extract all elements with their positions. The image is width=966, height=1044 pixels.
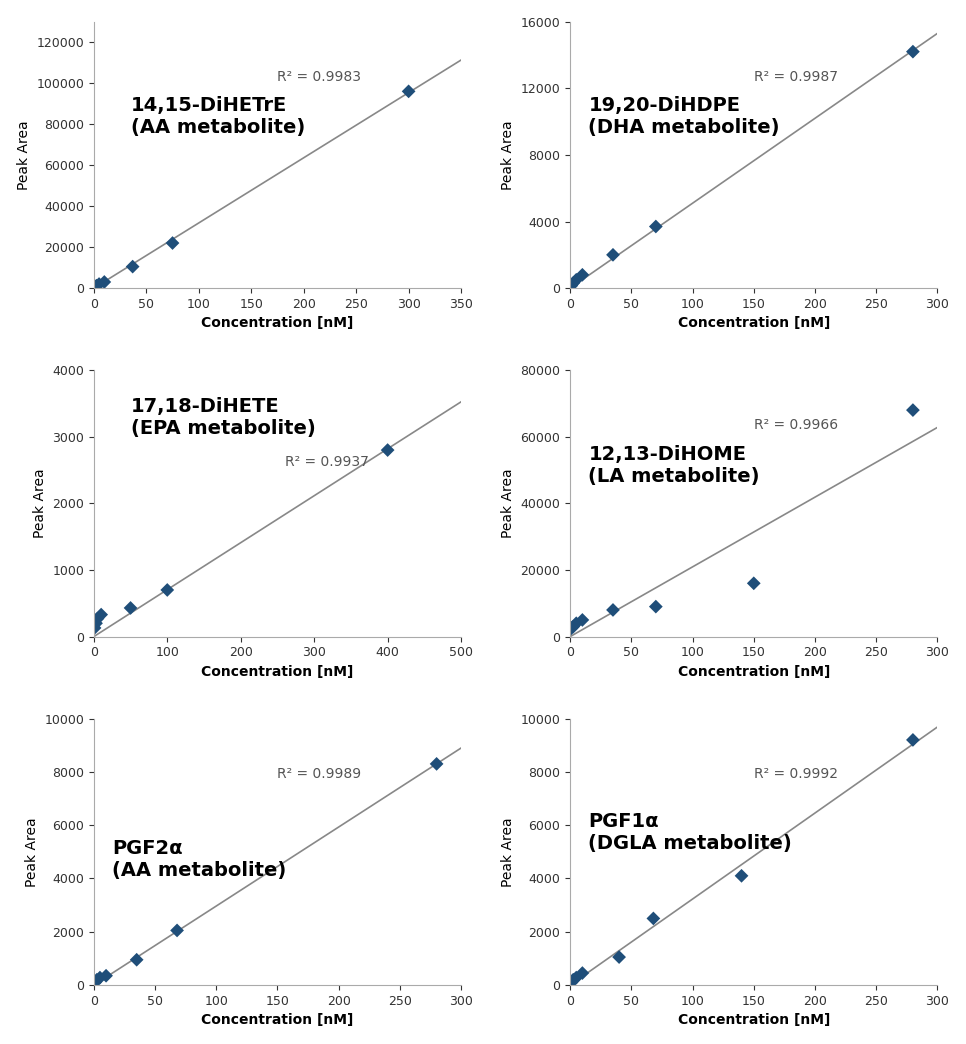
Y-axis label: Peak Area: Peak Area <box>501 120 515 190</box>
Point <box>611 949 627 966</box>
X-axis label: Concentration [nM]: Concentration [nM] <box>201 665 354 679</box>
Text: PGF1α
(DGLA metabolite): PGF1α (DGLA metabolite) <box>588 812 792 853</box>
Point <box>159 582 175 598</box>
Text: 17,18-DiHETE
(EPA metabolite): 17,18-DiHETE (EPA metabolite) <box>130 397 315 437</box>
Point <box>569 271 584 288</box>
Point <box>89 971 104 988</box>
Point <box>606 601 621 618</box>
Point <box>575 965 590 981</box>
Point <box>648 598 664 615</box>
Point <box>123 599 138 616</box>
Text: R² = 0.9983: R² = 0.9983 <box>277 70 361 84</box>
Y-axis label: Peak Area: Peak Area <box>500 469 515 538</box>
X-axis label: Concentration [nM]: Concentration [nM] <box>201 1014 354 1027</box>
Point <box>648 218 664 235</box>
Point <box>565 275 581 291</box>
Point <box>88 615 103 632</box>
Point <box>563 620 579 637</box>
Point <box>645 910 661 927</box>
Point <box>746 575 761 592</box>
Point <box>89 278 104 294</box>
Point <box>94 607 109 623</box>
Y-axis label: Peak Area: Peak Area <box>501 817 515 886</box>
Point <box>905 402 921 419</box>
Text: R² = 0.9992: R² = 0.9992 <box>753 766 838 781</box>
Text: R² = 0.9937: R² = 0.9937 <box>285 455 369 470</box>
Text: PGF2α
(AA metabolite): PGF2α (AA metabolite) <box>112 838 287 879</box>
Point <box>565 618 581 635</box>
Text: R² = 0.9987: R² = 0.9987 <box>753 70 838 84</box>
Point <box>90 611 105 627</box>
Point <box>380 442 395 458</box>
Point <box>165 235 181 252</box>
Point <box>92 969 107 986</box>
Point <box>97 274 112 290</box>
X-axis label: Concentration [nM]: Concentration [nM] <box>201 316 354 330</box>
Point <box>401 84 416 100</box>
Point <box>87 619 102 636</box>
X-axis label: Concentration [nM]: Concentration [nM] <box>677 665 830 679</box>
Text: 14,15-DiHETrE
(AA metabolite): 14,15-DiHETrE (AA metabolite) <box>130 96 305 137</box>
X-axis label: Concentration [nM]: Concentration [nM] <box>677 316 830 330</box>
Point <box>429 756 444 773</box>
Point <box>563 278 579 294</box>
X-axis label: Concentration [nM]: Concentration [nM] <box>677 1014 830 1027</box>
Point <box>905 732 921 749</box>
Point <box>87 974 102 991</box>
Point <box>128 951 144 968</box>
Text: R² = 0.9989: R² = 0.9989 <box>277 766 361 781</box>
Point <box>905 43 921 60</box>
Point <box>569 969 584 986</box>
Point <box>575 266 590 283</box>
Text: R² = 0.9966: R² = 0.9966 <box>753 418 838 432</box>
Point <box>169 922 185 939</box>
Y-axis label: Peak Area: Peak Area <box>25 817 39 886</box>
Point <box>125 258 140 275</box>
Point <box>87 278 102 294</box>
Y-axis label: Peak Area: Peak Area <box>33 469 46 538</box>
Point <box>734 868 750 884</box>
Point <box>606 246 621 263</box>
Point <box>99 968 114 984</box>
Point <box>569 615 584 632</box>
Text: 19,20-DiHDPE
(DHA metabolite): 19,20-DiHDPE (DHA metabolite) <box>588 96 780 137</box>
Y-axis label: Peak Area: Peak Area <box>16 120 31 190</box>
Point <box>575 612 590 628</box>
Point <box>92 276 107 292</box>
Text: 12,13-DiHOME
(LA metabolite): 12,13-DiHOME (LA metabolite) <box>588 445 760 485</box>
Point <box>565 971 581 988</box>
Point <box>563 974 579 991</box>
